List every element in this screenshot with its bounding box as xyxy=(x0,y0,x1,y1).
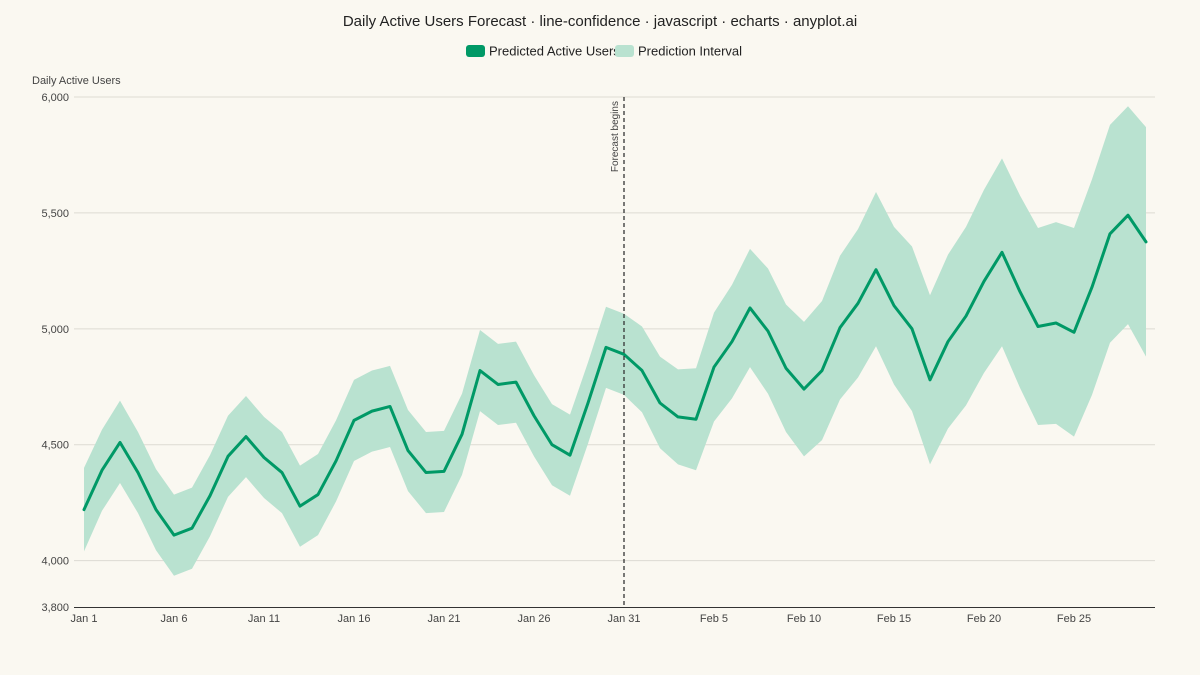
prediction-interval-band xyxy=(84,106,1146,576)
predicted-line xyxy=(82,213,1148,537)
x-tick-label: Jan 26 xyxy=(517,613,550,625)
legend-item-prediction-interval[interactable]: Prediction Interval xyxy=(615,44,742,59)
legend-swatch-line xyxy=(466,45,485,57)
x-tick-label: Jan 31 xyxy=(607,613,640,625)
legend[interactable]: Predicted Active Users Prediction Interv… xyxy=(466,44,742,59)
y-tick-label: 4,000 xyxy=(41,556,69,568)
x-axis-ticks: Jan 1 Jan 6 Jan 11 Jan 16 Jan 21 Jan 26 Jan 31… xyxy=(71,613,1092,625)
y-axis-ticks: 6,000 5,500 5,000 4,500 4,000 3,800 xyxy=(41,92,69,614)
x-tick-label: Feb 25 xyxy=(1057,613,1091,625)
x-tick-label: Feb 20 xyxy=(967,613,1001,625)
x-tick-label: Jan 6 xyxy=(161,613,188,625)
y-tick-label: 5,000 xyxy=(41,324,69,336)
legend-label-prediction-interval: Prediction Interval xyxy=(638,44,742,59)
chart-title: Daily Active Users Forecast · line-confi… xyxy=(343,13,857,30)
y-tick-label: 5,500 xyxy=(41,208,69,220)
y-tick-label: 3,800 xyxy=(41,602,69,614)
legend-swatch-band xyxy=(615,45,634,57)
x-tick-label: Jan 11 xyxy=(248,613,280,625)
x-tick-label: Feb 5 xyxy=(700,613,728,625)
x-tick-label: Feb 10 xyxy=(787,613,821,625)
forecast-annotation: Forecast begins xyxy=(610,97,625,607)
y-axis-label: Daily Active Users xyxy=(32,75,121,87)
prediction-interval-area xyxy=(84,106,1146,576)
y-tick-label: 6,000 xyxy=(41,92,69,104)
x-tick-label: Feb 15 xyxy=(877,613,911,625)
y-tick-label: 4,500 xyxy=(41,440,69,452)
forecast-begins-label: Forecast begins xyxy=(610,101,621,172)
x-tick-label: Jan 21 xyxy=(427,613,460,625)
x-tick-label: Jan 1 xyxy=(71,613,98,625)
legend-label-predicted-active-users: Predicted Active Users xyxy=(489,44,620,59)
predicted-active-users-line xyxy=(82,213,1148,537)
x-tick-label: Jan 16 xyxy=(337,613,370,625)
legend-item-predicted-active-users[interactable]: Predicted Active Users xyxy=(466,44,620,59)
